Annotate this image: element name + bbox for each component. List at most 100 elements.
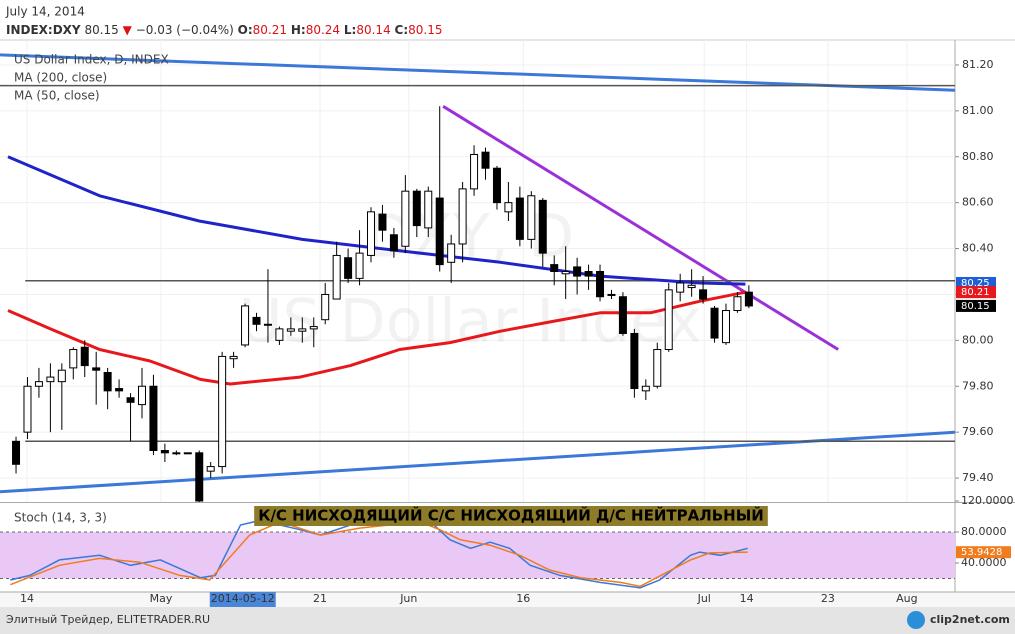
candle-body <box>435 197 444 266</box>
last: 80.15 <box>84 23 118 37</box>
candle-body <box>344 257 353 279</box>
x-tick-label: Jun <box>399 592 417 605</box>
price-tag <box>956 299 996 312</box>
x-tick-label: 16 <box>516 592 530 605</box>
ohlc-label: H: <box>291 23 306 37</box>
candle-body <box>676 282 685 293</box>
value-tag-label: 53.9428 <box>961 547 1002 558</box>
stoch-band <box>0 532 955 579</box>
candle-body <box>321 293 330 321</box>
ohlc-value: 80.24 <box>306 23 340 37</box>
candle-body <box>103 371 112 392</box>
candle-body <box>195 452 204 502</box>
x-tick-label: 21 <box>313 592 327 605</box>
candle-body <box>550 264 559 272</box>
candle-body <box>733 296 742 312</box>
candle-body <box>492 167 501 204</box>
ohlc-label: O: <box>238 23 253 37</box>
candle-body <box>744 291 753 307</box>
candle-body <box>721 310 730 344</box>
drawing-line <box>0 430 955 494</box>
ohlc-value: 80.21 <box>253 23 287 37</box>
chart-title: US Dollar Index, D, INDEX <box>14 53 169 67</box>
legend-entry: MA (50, close) <box>14 89 100 103</box>
candle-body <box>34 381 43 387</box>
candle-body <box>470 153 479 190</box>
candle-body <box>160 450 169 454</box>
ohlc-label: C: <box>395 23 409 37</box>
candle-body <box>607 293 616 296</box>
crosshair-tag <box>209 592 276 607</box>
candle-body <box>458 188 467 245</box>
price-pane: DXY, DUS Dollar Index <box>0 40 955 502</box>
candle-body <box>23 385 32 433</box>
candle-body <box>241 305 250 346</box>
candle-body <box>664 289 673 351</box>
ohlc-label: L: <box>344 23 356 37</box>
ohlc-value: 80.14 <box>356 23 390 37</box>
candle-body <box>630 332 639 390</box>
candle-body <box>378 213 387 231</box>
candle-body <box>263 323 272 326</box>
y-tick-label: 79.60 <box>962 425 994 438</box>
drawing-line <box>442 105 839 351</box>
candle-body <box>538 199 547 254</box>
candle-body <box>584 271 593 277</box>
y-tick-label: 81.00 <box>962 104 994 117</box>
x-tick-label: Jul <box>697 592 711 605</box>
candle-body <box>229 355 238 360</box>
candle-body <box>69 349 78 369</box>
x-tick-label: Aug <box>896 592 917 605</box>
candle-body <box>252 316 261 325</box>
candle-body <box>275 328 284 341</box>
price-tag <box>956 286 996 299</box>
y-tick-label: 80.60 <box>962 196 994 209</box>
candle-body <box>149 385 158 452</box>
date: July 14, 2014 <box>5 5 85 19</box>
candle-body <box>332 254 341 300</box>
candle-body <box>183 452 192 455</box>
candle-body <box>12 440 21 465</box>
candle-body <box>527 195 536 240</box>
ma-line <box>7 155 746 286</box>
candle-body <box>653 349 662 387</box>
footer-bar <box>0 607 1015 634</box>
legend-entry: MA (200, close) <box>14 71 107 85</box>
value-tag <box>956 546 1011 559</box>
candle-body <box>367 211 376 256</box>
candle-body <box>573 266 582 277</box>
candle-body <box>80 346 89 367</box>
price-tag-label: 80.15 <box>961 301 990 312</box>
x-tick-label: 23 <box>821 592 835 605</box>
y-tick-label: 81.20 <box>962 58 994 71</box>
x-tick-label: 14 <box>740 592 754 605</box>
candle-body <box>57 369 66 383</box>
candle-body <box>298 328 307 332</box>
y-tick-label: 80.00 <box>962 333 994 346</box>
candle-body <box>172 452 181 455</box>
logo-text: clip2net.com <box>930 613 1010 626</box>
y-tick-label: 79.40 <box>962 471 994 484</box>
price-tag <box>956 276 996 289</box>
candle-body <box>596 271 605 298</box>
y-tick-label: 80.40 <box>962 242 994 255</box>
candle-body <box>412 190 421 227</box>
candle-body <box>504 202 513 213</box>
candle-body <box>92 367 101 371</box>
logo-icon <box>907 611 925 629</box>
crosshair-label: 2014-05-12 <box>211 592 275 605</box>
ohlc-value: 80.15 <box>408 23 442 37</box>
stoch-pane <box>0 519 955 589</box>
drawing-line <box>0 53 955 92</box>
price-tag-label: 80.25 <box>961 278 990 289</box>
candle-body <box>710 307 719 339</box>
y-tick-label: 120.0000 <box>961 494 1014 507</box>
banner-text: К/С НИСХОДЯЩИЙ С/С НИСХОДЯЩИЙ Д/С НЕЙТРА… <box>258 506 764 525</box>
change: −0.03 (−0.04%) <box>136 23 234 37</box>
candle-body <box>137 385 146 406</box>
banner <box>254 506 768 526</box>
candle-body <box>481 151 490 169</box>
candle-body <box>115 388 124 392</box>
stoch-title: Stoch (14, 3, 3) <box>14 511 107 525</box>
